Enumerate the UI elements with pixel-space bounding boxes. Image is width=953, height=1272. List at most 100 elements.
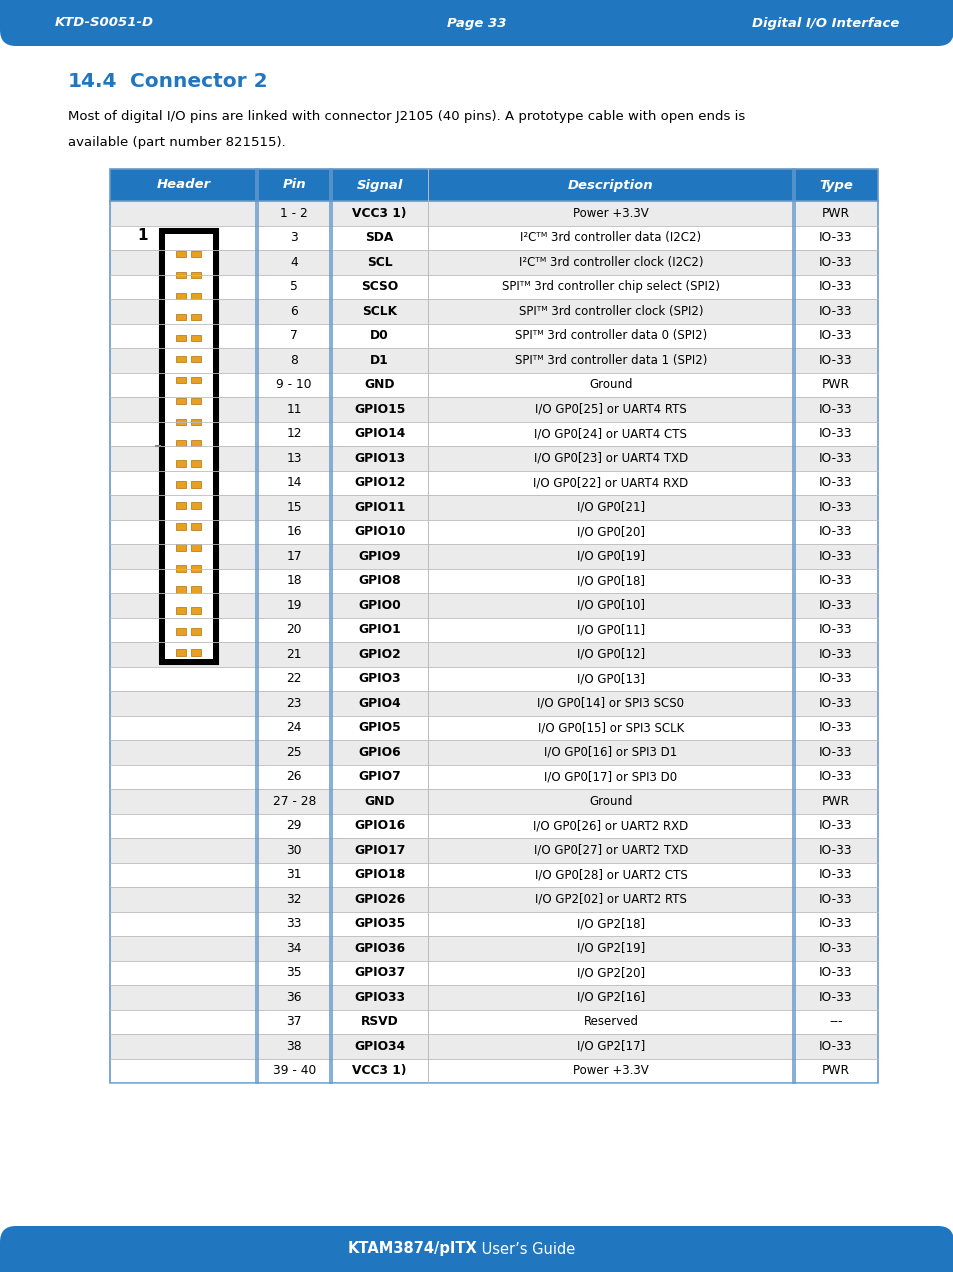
Text: SPIᵀᴹ 3rd controller data 0 (SPI2): SPIᵀᴹ 3rd controller data 0 (SPI2) — [515, 329, 706, 342]
Text: Power +3.3V: Power +3.3V — [573, 1065, 648, 1077]
Bar — [110, 1010, 877, 1034]
Bar — [110, 960, 877, 985]
Bar — [110, 421, 877, 446]
Bar — [110, 936, 877, 960]
Text: IO-33: IO-33 — [819, 354, 852, 366]
Text: Page 33: Page 33 — [447, 17, 506, 29]
Bar — [176, 565, 186, 571]
Bar — [110, 519, 877, 544]
Text: 13: 13 — [286, 452, 302, 464]
Text: GPIO36: GPIO36 — [354, 941, 405, 955]
Text: IO-33: IO-33 — [819, 941, 852, 955]
Bar — [110, 569, 877, 593]
Text: GPIO37: GPIO37 — [354, 967, 405, 979]
Text: 17: 17 — [286, 550, 302, 562]
Bar — [110, 349, 877, 373]
Text: 34: 34 — [286, 941, 302, 955]
Bar — [191, 398, 201, 404]
Text: IO-33: IO-33 — [819, 745, 852, 759]
Text: GPIO26: GPIO26 — [354, 893, 405, 906]
Text: SDA: SDA — [365, 232, 394, 244]
Text: I/O GP0[26] or UART2 RXD: I/O GP0[26] or UART2 RXD — [533, 819, 688, 832]
Bar — [110, 715, 877, 740]
Text: IO-33: IO-33 — [819, 427, 852, 440]
Bar — [191, 502, 201, 509]
Text: 4: 4 — [290, 256, 297, 268]
Text: 19: 19 — [286, 599, 302, 612]
Text: 32: 32 — [286, 893, 302, 906]
Text: GPIO12: GPIO12 — [354, 476, 405, 490]
Text: GPIO14: GPIO14 — [354, 427, 405, 440]
Text: I/O GP0[15] or SPI3 SCLK: I/O GP0[15] or SPI3 SCLK — [537, 721, 683, 734]
Text: IO-33: IO-33 — [819, 501, 852, 514]
Text: 26: 26 — [286, 771, 302, 784]
Text: IO-33: IO-33 — [819, 697, 852, 710]
Text: GPIO4: GPIO4 — [358, 697, 400, 710]
Text: GPIO13: GPIO13 — [354, 452, 405, 464]
Text: Pin: Pin — [282, 178, 306, 192]
Text: I²Cᵀᴹ 3rd controller data (I2C2): I²Cᵀᴹ 3rd controller data (I2C2) — [519, 232, 700, 244]
Text: VCC3 1): VCC3 1) — [352, 1065, 406, 1077]
Text: Most of digital I/O pins are linked with connector J2105 (40 pins). A prototype : Most of digital I/O pins are linked with… — [68, 109, 744, 123]
Bar — [176, 628, 186, 635]
Text: I/O GP2[20]: I/O GP2[20] — [577, 967, 644, 979]
Text: 14.4: 14.4 — [68, 73, 117, 92]
Bar — [110, 789, 877, 814]
Bar — [110, 397, 877, 421]
Bar — [110, 446, 877, 471]
Text: GPIO11: GPIO11 — [354, 501, 405, 514]
Text: 8: 8 — [290, 354, 298, 366]
Text: GND: GND — [364, 795, 395, 808]
Text: GPIO5: GPIO5 — [357, 721, 400, 734]
Text: Signal: Signal — [356, 178, 402, 192]
Text: I/O GP0[12]: I/O GP0[12] — [577, 647, 644, 660]
Bar — [110, 169, 877, 201]
Bar — [110, 887, 877, 912]
Bar — [110, 838, 877, 862]
Text: IO-33: IO-33 — [819, 967, 852, 979]
Bar — [110, 251, 877, 275]
Bar — [176, 649, 186, 655]
Text: D1: D1 — [370, 354, 389, 366]
FancyBboxPatch shape — [0, 0, 953, 46]
Text: IO-33: IO-33 — [819, 893, 852, 906]
Text: I/O GP0[22] or UART4 RXD: I/O GP0[22] or UART4 RXD — [533, 476, 688, 490]
Text: 5: 5 — [290, 280, 298, 294]
Text: D0: D0 — [370, 329, 389, 342]
Text: I/O GP0[25] or UART4 RTS: I/O GP0[25] or UART4 RTS — [535, 403, 686, 416]
Text: 35: 35 — [286, 967, 302, 979]
Bar — [0, 0, 953, 31]
Text: I/O GP0[11]: I/O GP0[11] — [577, 623, 644, 636]
Text: IO-33: IO-33 — [819, 771, 852, 784]
Text: IO-33: IO-33 — [819, 256, 852, 268]
Bar — [191, 440, 201, 446]
Bar — [176, 440, 186, 446]
Bar — [159, 229, 217, 664]
Text: available (part number 821515).: available (part number 821515). — [68, 136, 286, 149]
Bar — [176, 502, 186, 509]
Text: User’s Guide: User’s Guide — [476, 1241, 575, 1257]
Bar — [110, 667, 877, 691]
Bar — [110, 201, 877, 225]
Text: GPIO17: GPIO17 — [354, 843, 405, 857]
Text: RSVD: RSVD — [360, 1015, 398, 1028]
Text: GPIO2: GPIO2 — [357, 647, 400, 660]
Text: GPIO1: GPIO1 — [357, 623, 400, 636]
Bar — [176, 251, 186, 257]
Text: GPIO9: GPIO9 — [358, 550, 400, 562]
Bar — [176, 272, 186, 279]
Bar — [0, 1241, 953, 1272]
Text: GPIO35: GPIO35 — [354, 917, 405, 930]
Text: GPIO0: GPIO0 — [357, 599, 400, 612]
Text: Digital I/O Interface: Digital I/O Interface — [751, 17, 898, 29]
Text: VCC3 1): VCC3 1) — [352, 207, 406, 220]
Text: IO-33: IO-33 — [819, 550, 852, 562]
Bar — [110, 471, 877, 495]
Bar — [191, 565, 201, 571]
Text: 23: 23 — [286, 697, 302, 710]
Bar — [191, 418, 201, 425]
Text: Type: Type — [818, 178, 852, 192]
Bar — [191, 251, 201, 257]
Text: 18: 18 — [286, 574, 302, 588]
Bar — [176, 418, 186, 425]
